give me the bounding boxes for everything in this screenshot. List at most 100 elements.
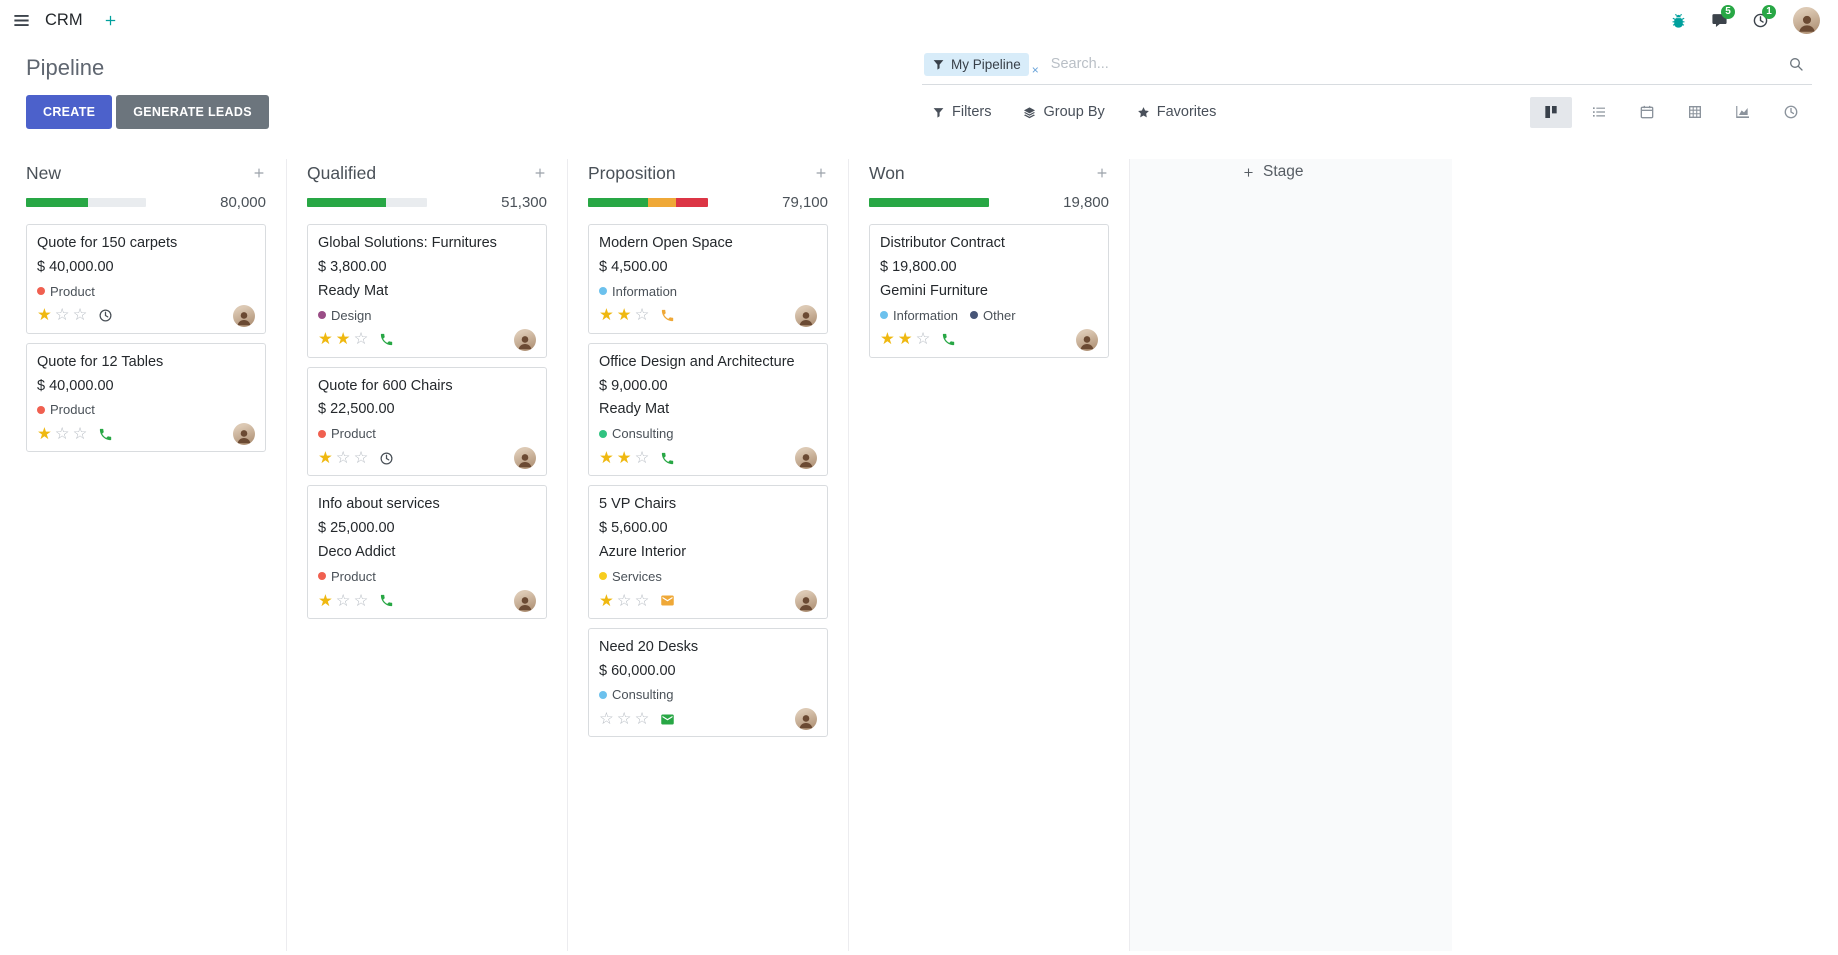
avatar: [795, 304, 817, 327]
priority-stars[interactable]: ☆☆☆: [599, 710, 653, 729]
kanban-card[interactable]: Global Solutions: Furnitures $ 3,800.00 …: [307, 224, 547, 358]
column-progressbar[interactable]: [869, 198, 989, 207]
favorites-menu[interactable]: Favorites: [1137, 104, 1216, 120]
pivot-view-button[interactable]: [1674, 97, 1716, 128]
generate-leads-button[interactable]: GENERATE LEADS: [116, 95, 269, 129]
card-amount: $ 5,600.00: [599, 520, 668, 537]
phone-icon[interactable]: [379, 593, 394, 608]
search-facet-my-pipeline[interactable]: My Pipeline: [924, 52, 1029, 76]
column-progressbar[interactable]: [26, 198, 146, 207]
tag-color-dot: [599, 690, 607, 699]
messages-icon[interactable]: 5: [1711, 4, 1735, 29]
kanban-card[interactable]: Modern Open Space $ 4,500.00 Information…: [588, 224, 828, 334]
filters-label: Filters: [952, 104, 992, 120]
column-total: 79,100: [782, 194, 828, 211]
progress-segment: [588, 198, 648, 207]
priority-stars[interactable]: ★☆☆: [318, 448, 372, 467]
tag-color-dot: [970, 311, 979, 320]
hamburger-menu-icon[interactable]: [12, 11, 31, 30]
tag: Consulting: [599, 426, 673, 441]
search-bar: My Pipeline ×: [922, 50, 1812, 85]
priority-stars[interactable]: ★☆☆: [37, 425, 91, 444]
kanban-card[interactable]: Distributor Contract $ 19,800.00 Gemini …: [869, 224, 1109, 358]
priority-stars[interactable]: ★☆☆: [37, 306, 91, 325]
phone-icon[interactable]: [98, 427, 113, 442]
kanban-view-button[interactable]: [1530, 96, 1572, 128]
clock-icon[interactable]: [379, 451, 394, 466]
progress-segment: [675, 198, 708, 207]
card-partner: Ready Mat: [318, 282, 389, 299]
calendar-view-button[interactable]: [1626, 97, 1668, 128]
card-title: Need 20 Desks: [599, 638, 699, 655]
avatar: [514, 328, 536, 351]
add-stage-button[interactable]: Stage: [1242, 163, 1304, 181]
activity-view-button[interactable]: [1770, 97, 1812, 128]
message-count-badge: 5: [1721, 4, 1735, 19]
search-input[interactable]: [1042, 50, 1788, 78]
avatar: [514, 589, 536, 612]
tag-label: Product: [50, 283, 95, 299]
envelope-icon[interactable]: [660, 593, 675, 608]
column-title: New: [26, 162, 62, 183]
card-title: Modern Open Space: [599, 235, 733, 251]
kanban-card[interactable]: Office Design and Architecture $ 9,000.0…: [588, 342, 828, 477]
control-panel: Pipeline My Pipeline × CREATE GENERATE L…: [0, 40, 1838, 131]
priority-stars[interactable]: ★★☆: [318, 330, 372, 349]
list-view-button[interactable]: [1578, 97, 1620, 128]
activities-clock-icon[interactable]: 1: [1752, 4, 1776, 29]
quick-add-card-icon[interactable]: [814, 166, 828, 180]
facet-label: My Pipeline: [951, 56, 1021, 72]
avatar: [514, 447, 536, 470]
tag-color-dot: [318, 429, 326, 438]
priority-stars[interactable]: ★☆☆: [318, 591, 372, 610]
column-title: Proposition: [588, 162, 676, 183]
kanban-board: New 80,000 Quote for 150 carpets $ 40,00…: [0, 159, 1838, 951]
priority-stars[interactable]: ★★☆: [599, 448, 653, 467]
kanban-card[interactable]: Quote for 12 Tables $ 40,000.00 Product …: [26, 342, 266, 453]
kanban-card[interactable]: 5 VP Chairs $ 5,600.00 Azure Interior Se…: [588, 485, 828, 619]
priority-stars[interactable]: ★☆☆: [599, 591, 653, 610]
phone-icon[interactable]: [660, 451, 675, 466]
phone-icon[interactable]: [379, 332, 394, 347]
create-button[interactable]: CREATE: [26, 95, 113, 129]
card-partner: Azure Interior: [599, 543, 687, 560]
tag-label: Product: [331, 568, 376, 584]
app-name[interactable]: CRM: [45, 10, 83, 29]
user-avatar[interactable]: [1793, 6, 1820, 34]
priority-stars[interactable]: ★★☆: [599, 306, 653, 325]
quick-add-card-icon[interactable]: [533, 166, 547, 180]
pivot-table-icon: [1687, 104, 1703, 120]
phone-icon[interactable]: [660, 308, 675, 323]
star-icon: [1137, 106, 1150, 119]
search-icon[interactable]: [1788, 56, 1804, 72]
card-title: Info about services: [318, 496, 440, 513]
column-total: 51,300: [501, 194, 547, 211]
facet-remove-icon[interactable]: ×: [1031, 63, 1039, 77]
kanban-card[interactable]: Quote for 150 carpets $ 40,000.00 Produc…: [26, 224, 266, 334]
phone-icon[interactable]: [941, 332, 956, 347]
column-total: 19,800: [1063, 194, 1109, 211]
column-title: Qualified: [307, 162, 377, 183]
envelope-icon[interactable]: [660, 712, 675, 727]
column-progressbar[interactable]: [307, 198, 427, 207]
clock-icon[interactable]: [98, 308, 113, 323]
view-switcher: [1530, 96, 1812, 128]
kanban-card[interactable]: Info about services $ 25,000.00 Deco Add…: [307, 485, 547, 619]
kanban-card[interactable]: Quote for 600 Chairs $ 22,500.00 Product…: [307, 366, 547, 477]
card-amount: $ 60,000.00: [599, 662, 676, 679]
column-progressbar[interactable]: [588, 198, 708, 207]
calendar-icon: [1639, 104, 1655, 120]
card-title: Quote for 600 Chairs: [318, 377, 453, 394]
avatar: [233, 423, 255, 446]
quick-add-card-icon[interactable]: [252, 166, 266, 180]
graph-view-button[interactable]: [1722, 97, 1764, 128]
debug-bug-icon[interactable]: [1670, 12, 1687, 29]
kanban-card[interactable]: Need 20 Desks $ 60,000.00 Consulting ☆☆☆: [588, 627, 828, 738]
filters-menu[interactable]: Filters: [932, 104, 991, 120]
group-by-menu[interactable]: Group By: [1023, 104, 1105, 120]
navbar-plus-icon[interactable]: [103, 13, 118, 28]
kanban-column-new: New 80,000 Quote for 150 carpets $ 40,00…: [6, 159, 287, 951]
tag: Product: [318, 569, 376, 584]
priority-stars[interactable]: ★★☆: [880, 330, 934, 349]
quick-add-card-icon[interactable]: [1095, 166, 1109, 180]
